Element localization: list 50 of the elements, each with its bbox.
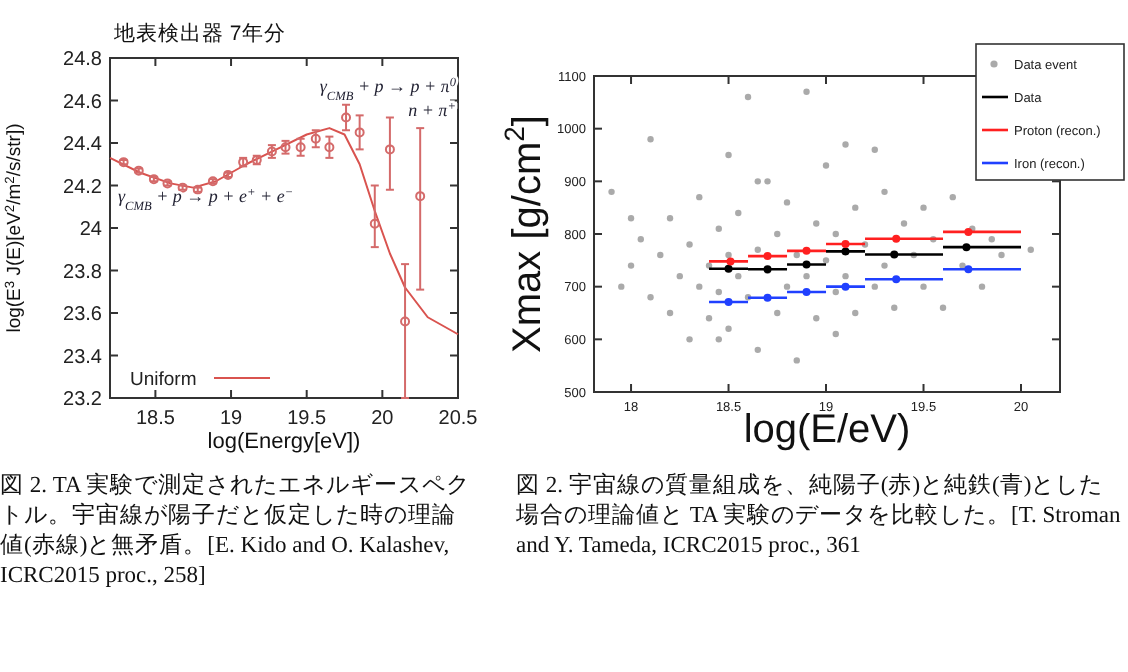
y-tick-label: 24.2 [63, 176, 103, 199]
point [892, 234, 901, 243]
x-axis-title: log(E/eV) [743, 408, 911, 452]
y-tick-label: 23.8 [63, 261, 103, 284]
point [841, 247, 850, 256]
point [369, 218, 380, 229]
point [964, 227, 973, 236]
point [726, 257, 735, 266]
y-tick-label: 23.2 [63, 389, 103, 411]
annotation: n + π$^{+}$ [408, 99, 456, 120]
caption: 図 2. 宇宙線の質量組成を、純陽子(赤)と純鉄(青)とした場合の理論値と TA 実験のデータを比較した。[T. Stroman and Y. Tameda, ICRC2015 proc., 361 [516, 472, 1123, 562]
point [324, 142, 335, 153]
point [384, 144, 395, 155]
y-tick-label: 23.4 [63, 346, 103, 369]
x-tick-label: 20 [371, 408, 395, 430]
point [763, 293, 772, 302]
point [802, 260, 811, 269]
point [962, 243, 971, 252]
y-tick-label: 24 [79, 219, 103, 241]
point [415, 191, 426, 202]
chart-title: 地表検出器 7年分 [112, 20, 286, 46]
y-tick-label: 24.4 [63, 134, 103, 156]
y-tick-label: 23.6 [63, 304, 103, 326]
annotation: γ$_{CMB}$ + p → p + π$^{0}$ [319, 75, 458, 103]
x-tick-label: 19 [219, 408, 244, 430]
legend-label: Uniform [130, 369, 197, 391]
point [802, 246, 811, 255]
y-tick-label: 24.8 [63, 49, 103, 71]
point [890, 250, 899, 259]
point [802, 287, 811, 296]
point [763, 252, 772, 261]
point [295, 142, 306, 153]
line-series [109, 127, 459, 336]
annotation: γ$_{CMB}$ + p → p + e$^{+}$ + e$^{−}$ [118, 185, 294, 213]
point [841, 282, 850, 291]
y-tick-label: 24.6 [63, 91, 103, 114]
point [724, 264, 733, 273]
point [310, 133, 321, 144]
point [400, 316, 411, 327]
point [341, 112, 352, 123]
point [892, 275, 901, 284]
x-tick-label: 20.5 [438, 408, 479, 430]
x-tick-label: 18.5 [135, 408, 176, 430]
point [354, 127, 365, 138]
point [841, 240, 850, 249]
caption: 図 2. TA 実験で測定されたエネルギースペクトル。宇宙線が陽子だと仮定した時の理論値(赤線)と無矛盾。[E. Kido and O. Kalashev, ICRC2015 proc., 258] [0, 472, 472, 592]
point [964, 265, 973, 274]
x-axis-title: log(Energy[eV]) [207, 430, 361, 454]
point [724, 297, 733, 306]
x-tick-label: 19.5 [287, 408, 328, 430]
